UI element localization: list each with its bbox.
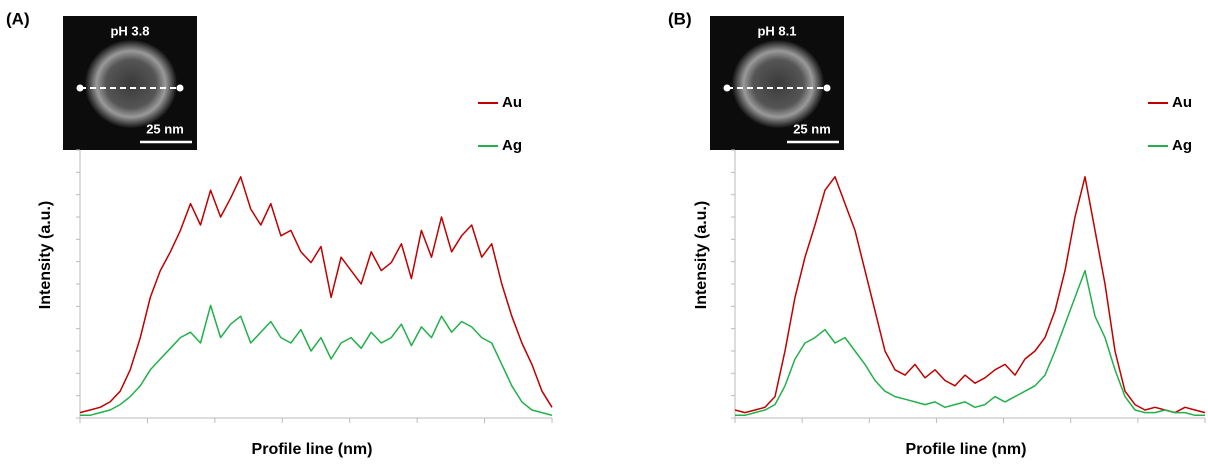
data-line <box>80 304 553 417</box>
data-line <box>734 176 1206 414</box>
y-axis-label: Intensity (a.u.) <box>693 201 710 309</box>
panel-label: (A) <box>6 9 30 28</box>
particle <box>85 40 177 128</box>
data-line <box>79 176 553 414</box>
legend-label: Ag <box>502 137 522 154</box>
profile-end <box>823 84 831 92</box>
data-line <box>735 269 1205 417</box>
legend-label: Au <box>502 94 522 111</box>
x-axis-label: Profile line (nm) <box>906 441 1027 458</box>
particle <box>732 40 824 128</box>
scale-bar-label: 25 nm <box>146 121 184 136</box>
y-axis-label: Intensity (a.u.) <box>37 201 54 309</box>
inset-label: pH 3.8 <box>110 23 149 38</box>
panel-label: (B) <box>668 9 692 28</box>
profile-end <box>76 84 84 92</box>
legend-label: Ag <box>1172 137 1192 154</box>
x-axis-label: Profile line (nm) <box>252 441 373 458</box>
legend-label: Au <box>1172 94 1192 111</box>
scale-bar-label: 25 nm <box>793 121 831 136</box>
profile-end <box>723 84 731 92</box>
profile-end <box>176 84 184 92</box>
inset-label: pH 8.1 <box>757 23 796 38</box>
